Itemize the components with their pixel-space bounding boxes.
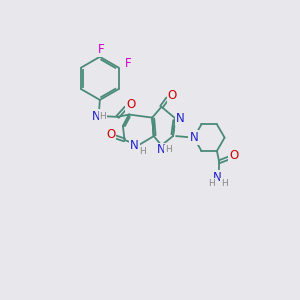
Text: H: H xyxy=(100,112,106,121)
Text: O: O xyxy=(229,149,239,162)
Text: H: H xyxy=(139,147,146,156)
Text: N: N xyxy=(189,131,198,144)
Text: H: H xyxy=(208,179,215,188)
Text: N: N xyxy=(92,110,100,123)
Text: N: N xyxy=(176,112,184,125)
Text: O: O xyxy=(106,128,115,141)
Text: N: N xyxy=(157,143,166,157)
Text: O: O xyxy=(168,89,177,102)
Text: N: N xyxy=(212,171,221,184)
Text: H: H xyxy=(221,179,228,188)
Text: F: F xyxy=(98,43,105,56)
Text: F: F xyxy=(124,57,131,70)
Text: N: N xyxy=(130,139,139,152)
Text: O: O xyxy=(126,98,135,111)
Text: H: H xyxy=(165,146,172,154)
